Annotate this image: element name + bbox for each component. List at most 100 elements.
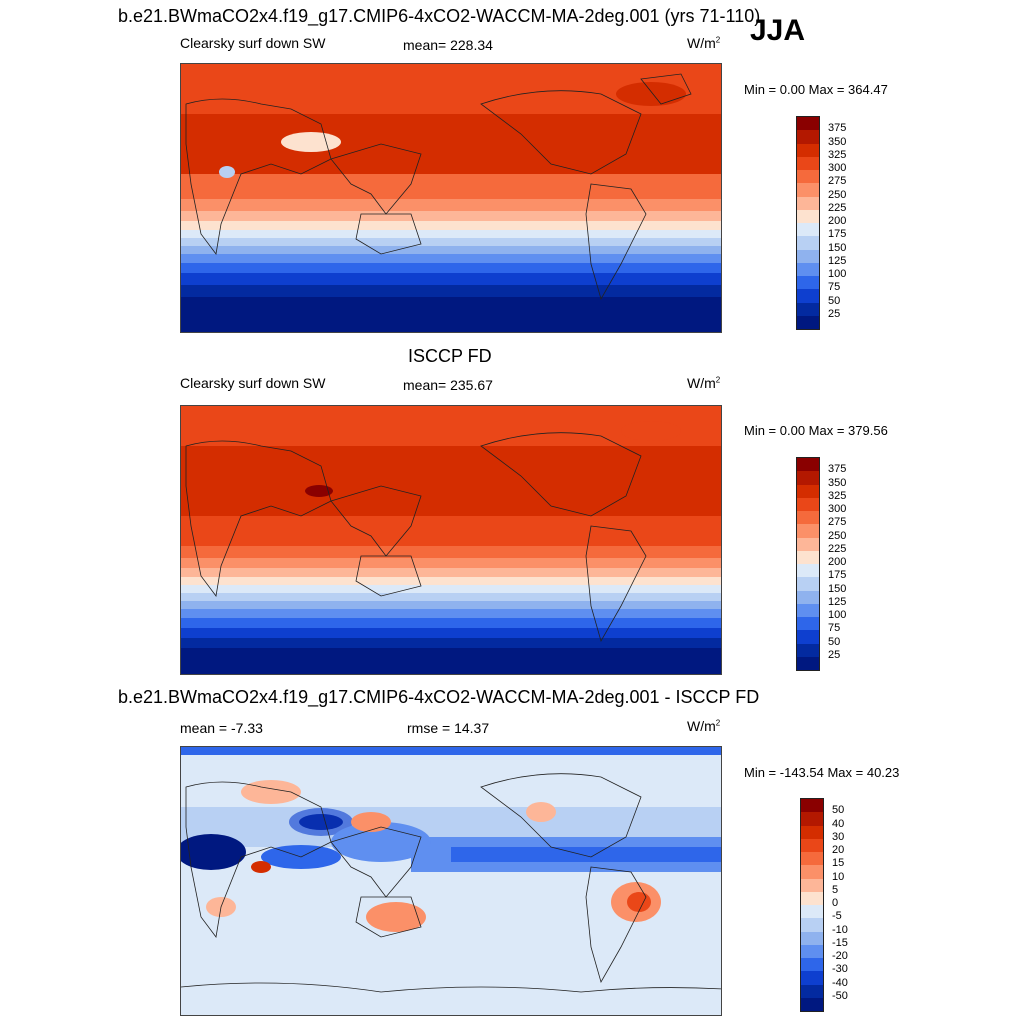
panel3-colorbar-tick-label: 10	[832, 870, 845, 883]
panel1-colorbar-tick-label: 50	[828, 294, 841, 307]
panel1-map	[180, 63, 722, 333]
panel2-colorbar-tick-label: 375	[828, 463, 847, 476]
panel1-colorbar-tick-label: 25	[828, 307, 841, 320]
panel2-colorbar-tick-label: 50	[828, 635, 841, 648]
panel3-colorbar-tick-label: 5	[832, 883, 839, 896]
panel1-colorbar-swatch	[797, 156, 819, 170]
panel2-colorbar-tick-label: 325	[828, 489, 847, 502]
panel2-colorbar-swatch	[797, 511, 819, 525]
panel2-colorbar-swatch	[797, 550, 819, 564]
panel2-minmax: Min = 0.00 Max = 379.56	[744, 423, 888, 438]
panel2-colorbar-swatch	[797, 484, 819, 498]
panel3-colorbar-swatch	[801, 971, 823, 985]
panel3-colorbar-tick-label: -5	[832, 910, 842, 923]
panel2-colorbar-tick-label: 100	[828, 609, 847, 621]
panel3-colorbar-swatch	[801, 958, 823, 972]
panel1-colorbar-swatch	[797, 302, 819, 316]
panel3-colorbar-swatch	[801, 891, 823, 905]
panel3-colorbar-swatch	[801, 865, 823, 879]
panel1-colorbar-swatch	[797, 236, 819, 250]
panel1-colorbar-tick-label: 375	[828, 122, 847, 135]
panel1-colorbar-tick-label: 100	[828, 268, 847, 280]
panel3-mean: mean = -7.33	[180, 720, 263, 736]
panel2-variable: Clearsky surf down SW	[180, 375, 326, 391]
panel1-colorbar-swatch	[797, 183, 819, 197]
panel3-colorbar-swatch	[801, 852, 823, 866]
panel3-map	[180, 746, 722, 1016]
panel1-colorbar-swatch	[797, 209, 819, 223]
panel1-colorbar-tick-label: 250	[828, 188, 847, 201]
panel3-colorbar-tick-label: -20	[832, 950, 848, 962]
panel1-colorbar-tick-label: 175	[828, 228, 847, 241]
panel2-colorbar-tick-label: 225	[828, 542, 847, 555]
panel1-colorbar-swatch	[797, 262, 819, 276]
panel2-colorbar-swatch	[797, 617, 819, 631]
panel3-colorbar-tick-label: -40	[832, 976, 848, 989]
panel1-colorbar-swatch	[797, 249, 819, 263]
panel3-colorbar-tick-label: 0	[832, 897, 839, 909]
panel2-colorbar-tick-label: 125	[828, 595, 847, 608]
panel1-colorbar-swatch	[797, 170, 819, 184]
panel2-colorbar-tick-label: 25	[828, 648, 841, 661]
panel1-colorbar-swatch	[797, 223, 819, 237]
panel1-colorbar-tick-label: 125	[828, 254, 847, 267]
panel3-colorbar-tick-label: -10	[832, 923, 848, 936]
panel3-colorbar-tick-label: 40	[832, 817, 845, 830]
panel1-colorbar-swatch	[797, 315, 819, 329]
panel2-units: W/m2	[687, 375, 721, 391]
panel3-minmax: Min = -143.54 Max = 40.23	[744, 765, 900, 780]
panel1-minmax: Min = 0.00 Max = 364.47	[744, 82, 888, 97]
panel2-colorbar-swatch	[797, 564, 819, 578]
panel1-colorbar-swatch	[797, 130, 819, 144]
panel2-colorbar-tick-label: 200	[828, 556, 847, 568]
panel2-colorbar-tick-label: 300	[828, 503, 847, 515]
panel3-colorbar-tick-label: -30	[832, 963, 848, 976]
panel3-colorbar-tick-label: 30	[832, 830, 845, 843]
panel3-colorbar-tick-label: -15	[832, 936, 848, 949]
panel1-variable: Clearsky surf down SW	[180, 35, 326, 51]
panel3-colorbar-swatch	[801, 984, 823, 998]
panel1-mean: mean= 228.34	[403, 37, 493, 53]
panel1-units: W/m2	[687, 35, 721, 51]
panel2-colorbar-swatch	[797, 577, 819, 591]
panel3-colorbar-swatch	[801, 905, 823, 919]
panel1-colorbar-swatch	[797, 196, 819, 210]
panel2-colorbar-swatch	[797, 590, 819, 604]
panel2-colorbar-swatch	[797, 458, 819, 472]
panel3-colorbar-tick-label: 50	[832, 804, 845, 817]
panel1-map-field	[181, 64, 721, 332]
panel3-colorbar-swatch	[801, 931, 823, 945]
panel2-colorbar-tick-label: 75	[828, 622, 841, 635]
panel3-colorbar-swatch	[801, 944, 823, 958]
panel2-colorbar-tick-label: 150	[828, 582, 847, 595]
panel2-colorbar-swatch	[797, 603, 819, 617]
panel2-colorbar-tick-label: 175	[828, 569, 847, 582]
panel2-colorbar-swatch	[797, 656, 819, 670]
panel1-colorbar-tick-label: 350	[828, 135, 847, 148]
panel3-colorbar-tick-label: -50	[832, 989, 848, 1002]
panel2-map	[180, 405, 722, 675]
panel2-colorbar-swatch	[797, 537, 819, 551]
panel2-colorbar-swatch	[797, 524, 819, 538]
panel1-colorbar-tick-label: 150	[828, 241, 847, 254]
panel3-rmse: rmse = 14.37	[407, 720, 490, 736]
panel3-colorbar-swatch	[801, 997, 823, 1011]
panel1-colorbar-tick-label: 200	[828, 215, 847, 227]
panel2-colorbar-tick-label: 275	[828, 516, 847, 529]
panel3-colorbar-swatch	[801, 918, 823, 932]
panel2-colorbar-swatch	[797, 630, 819, 644]
panel2-map-field	[181, 406, 721, 674]
panel2-title: ISCCP FD	[408, 346, 492, 366]
panel1-colorbar-swatch	[797, 289, 819, 303]
panel1-colorbar-tick-label: 275	[828, 175, 847, 188]
panel2-colorbar-swatch	[797, 497, 819, 511]
panel1-colorbar-swatch	[797, 143, 819, 157]
panel2-colorbar-swatch	[797, 643, 819, 657]
panel2-colorbar-tick-label: 350	[828, 476, 847, 489]
panel3-colorbar-swatch	[801, 878, 823, 892]
panel3-colorbar-tick-label: 15	[832, 857, 845, 870]
panel3-colorbar-swatch	[801, 838, 823, 852]
season-label: JJA	[750, 14, 806, 47]
panel3-units: W/m2	[687, 718, 721, 734]
panel1-colorbar-tick-label: 225	[828, 201, 847, 214]
